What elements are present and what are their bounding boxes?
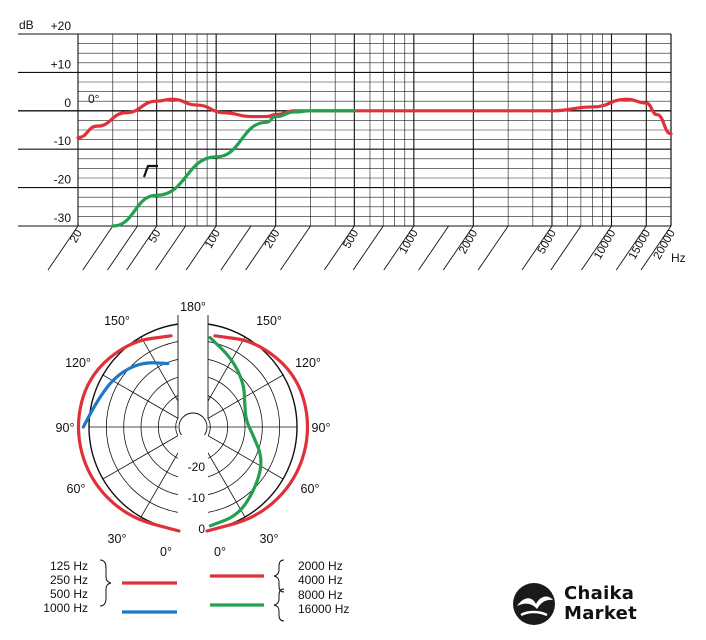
x-tick-mark: [220, 225, 252, 271]
x-tick-mark: [581, 225, 612, 271]
brand-line-1: Chaika: [564, 583, 635, 604]
legend-label: 8000 Hz: [298, 588, 343, 602]
y-tick-label: -20: [54, 173, 72, 187]
x-tick-group: 2000: [457, 228, 480, 256]
polar-series-0: [76, 334, 181, 533]
x-tick-mark: [418, 225, 450, 271]
x-tick-mark: [442, 225, 474, 271]
frequency-series: [76, 97, 673, 228]
x-tick-label: 1000: [398, 228, 421, 256]
x-tick-label: 2000: [457, 228, 480, 256]
frequency-series-line-0: [76, 97, 673, 140]
x-tick-group: 15000: [627, 228, 653, 262]
polar-angle-label: 0°: [160, 545, 172, 559]
polar-angle-label: 30°: [108, 532, 127, 546]
y-tick-label: -10: [54, 134, 72, 148]
y-tick-label: +20: [51, 19, 72, 33]
polar-spoke: [192, 426, 284, 480]
polar-series-1: [81, 361, 170, 429]
polar-angle-label: 30°: [260, 532, 279, 546]
x-tick-mark: [185, 225, 217, 271]
x-tick-label: 500: [341, 228, 361, 251]
x-tick-mark: [107, 225, 138, 271]
polar-series-3: [208, 336, 263, 528]
polar-diagram: 180° 150° 150° 120° 120° 90° 90° 60° 60° 30° 30° 0°…: [56, 300, 331, 559]
x-tick-group: 20: [68, 228, 85, 245]
polar-level-label: -10: [188, 491, 206, 505]
x-tick-mark: [521, 225, 553, 271]
legend-label: 1000 Hz: [43, 601, 88, 615]
zero-degree-annotation: 0°: [88, 92, 100, 106]
x-tick-mark: [280, 225, 311, 271]
polar-angle-label: 120°: [295, 356, 321, 370]
x-tick-label: 15000: [627, 228, 653, 262]
polar-angle-label: 90°: [56, 421, 75, 435]
legend-label: 4000 Hz: [298, 573, 343, 587]
x-tick-mark: [126, 225, 158, 271]
x-tick-label: 200: [263, 228, 283, 251]
x-tick-label: 20: [68, 228, 85, 245]
y-tick-label: -30: [54, 211, 72, 225]
x-tick-group: 200: [263, 228, 283, 251]
polar-angle-label: 60°: [301, 482, 320, 496]
polar-angle-label: 90°: [312, 421, 331, 435]
x-axis-label: Hz: [671, 251, 686, 265]
polar-angle-label: 150°: [104, 314, 130, 328]
frequency-y-labels: +20 +10 0 -10 -20 -30: [51, 19, 72, 225]
legend-brace: [99, 559, 112, 607]
y-axis-label: dB: [19, 18, 34, 32]
highpass-filter-icon: [142, 164, 158, 178]
x-tick-mark: [352, 225, 384, 271]
polar-angle-label: 180°: [180, 300, 206, 314]
legend-label: 125 Hz: [50, 559, 88, 573]
x-tick-label: 10000: [592, 228, 618, 262]
polar-angle-label: 0°: [214, 545, 226, 559]
x-tick-label: 5000: [536, 228, 559, 256]
polar-angle-label: 120°: [65, 356, 91, 370]
polar-angle-label: 150°: [256, 314, 282, 328]
x-tick-group: 50: [147, 228, 164, 245]
y-tick-label: +10: [51, 57, 72, 71]
x-tick-mark: [383, 225, 415, 271]
polar-center-gap-lower: [178, 435, 208, 539]
frequency-series-line-1: [111, 109, 356, 228]
x-tick-label: 50: [147, 228, 164, 245]
polar-series-2: [205, 334, 310, 533]
y-tick-label: 0: [64, 96, 71, 110]
seagull-logo-icon: [513, 583, 555, 625]
frequency-grid: [18, 33, 672, 271]
polar-level-label: 0: [198, 522, 205, 536]
legend-brace: [273, 559, 285, 593]
x-tick-mark: [245, 225, 277, 271]
x-tick-group: 5000: [536, 228, 559, 256]
x-tick-group: 500: [341, 228, 361, 251]
legend-brace: [273, 588, 285, 622]
x-tick-group: 1000: [398, 228, 421, 256]
x-tick-group: 100: [203, 228, 223, 251]
legend-label: 2000 Hz: [298, 559, 343, 573]
polar-angle-label: 60°: [67, 482, 86, 496]
x-tick-mark: [640, 225, 672, 271]
legend-label: 16000 Hz: [298, 602, 349, 616]
brand-line-2: Market: [564, 603, 638, 624]
x-tick-mark: [155, 225, 186, 271]
polar-spoke: [102, 426, 194, 480]
x-tick-mark: [550, 225, 582, 271]
x-tick-mark: [47, 225, 79, 271]
polar-level-label: -20: [188, 460, 206, 474]
x-tick-mark: [323, 225, 355, 271]
x-tick-label: 100: [203, 228, 223, 251]
x-tick-mark: [477, 225, 509, 271]
brand-logo: Chaika Market: [512, 582, 637, 626]
x-tick-mark: [615, 225, 647, 271]
x-tick-mark: [82, 225, 114, 271]
legend-label: 500 Hz: [50, 587, 88, 601]
x-tick-group: 10000: [592, 228, 618, 262]
legend-label: 250 Hz: [50, 573, 88, 587]
